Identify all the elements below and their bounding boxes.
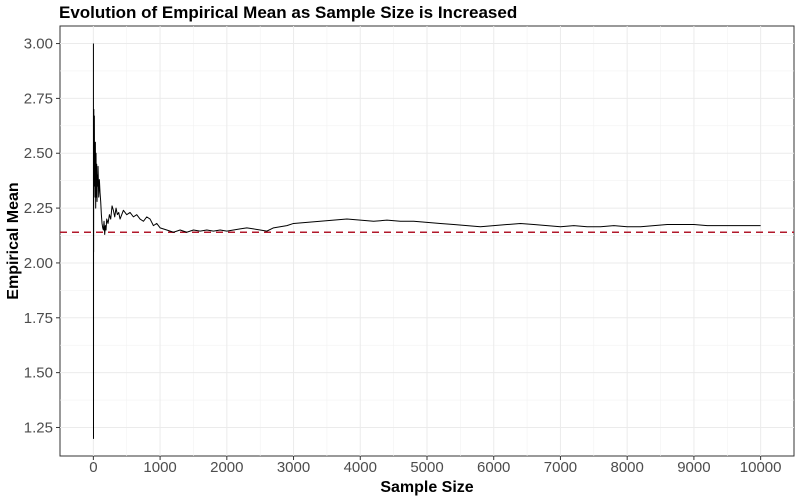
series-layer <box>92 43 761 439</box>
y-tick-label: 2.00 <box>24 255 53 272</box>
x-tick-label: 9000 <box>677 459 710 476</box>
x-tick-label: 6000 <box>477 459 510 476</box>
y-tick-label: 2.25 <box>24 200 53 217</box>
x-tick-label: 2000 <box>210 459 243 476</box>
y-axis-title: Empirical Mean <box>5 182 22 299</box>
y-tick-label: 1.25 <box>24 419 53 436</box>
x-tick-label: 8000 <box>610 459 643 476</box>
x-tick-label: 4000 <box>344 459 377 476</box>
x-tick-label: 3000 <box>277 459 310 476</box>
y-tick-label: 2.75 <box>24 90 53 107</box>
y-tick-label: 3.00 <box>24 36 53 53</box>
x-tick-label: 5000 <box>410 459 443 476</box>
y-tick-label: 1.75 <box>24 310 53 327</box>
x-tick-label: 7000 <box>544 459 577 476</box>
x-tick-label: 10000 <box>740 459 782 476</box>
major-grid <box>60 26 794 456</box>
empirical-mean-line <box>92 43 761 439</box>
x-axis-title: Sample Size <box>380 479 473 496</box>
chart-title: Evolution of Empirical Mean as Sample Si… <box>59 3 518 22</box>
y-tick-label: 1.50 <box>24 365 53 382</box>
y-axis: 1.25 1.50 1.75 2.00 2.25 2.50 2.75 3.00 <box>24 36 60 436</box>
y-tick-label: 2.50 <box>24 145 53 162</box>
x-axis: 0 1000 2000 3000 4000 5000 6000 7000 8000 9000 100… <box>89 456 781 476</box>
x-tick-label: 1000 <box>143 459 176 476</box>
x-tick-label: 0 <box>89 459 97 476</box>
